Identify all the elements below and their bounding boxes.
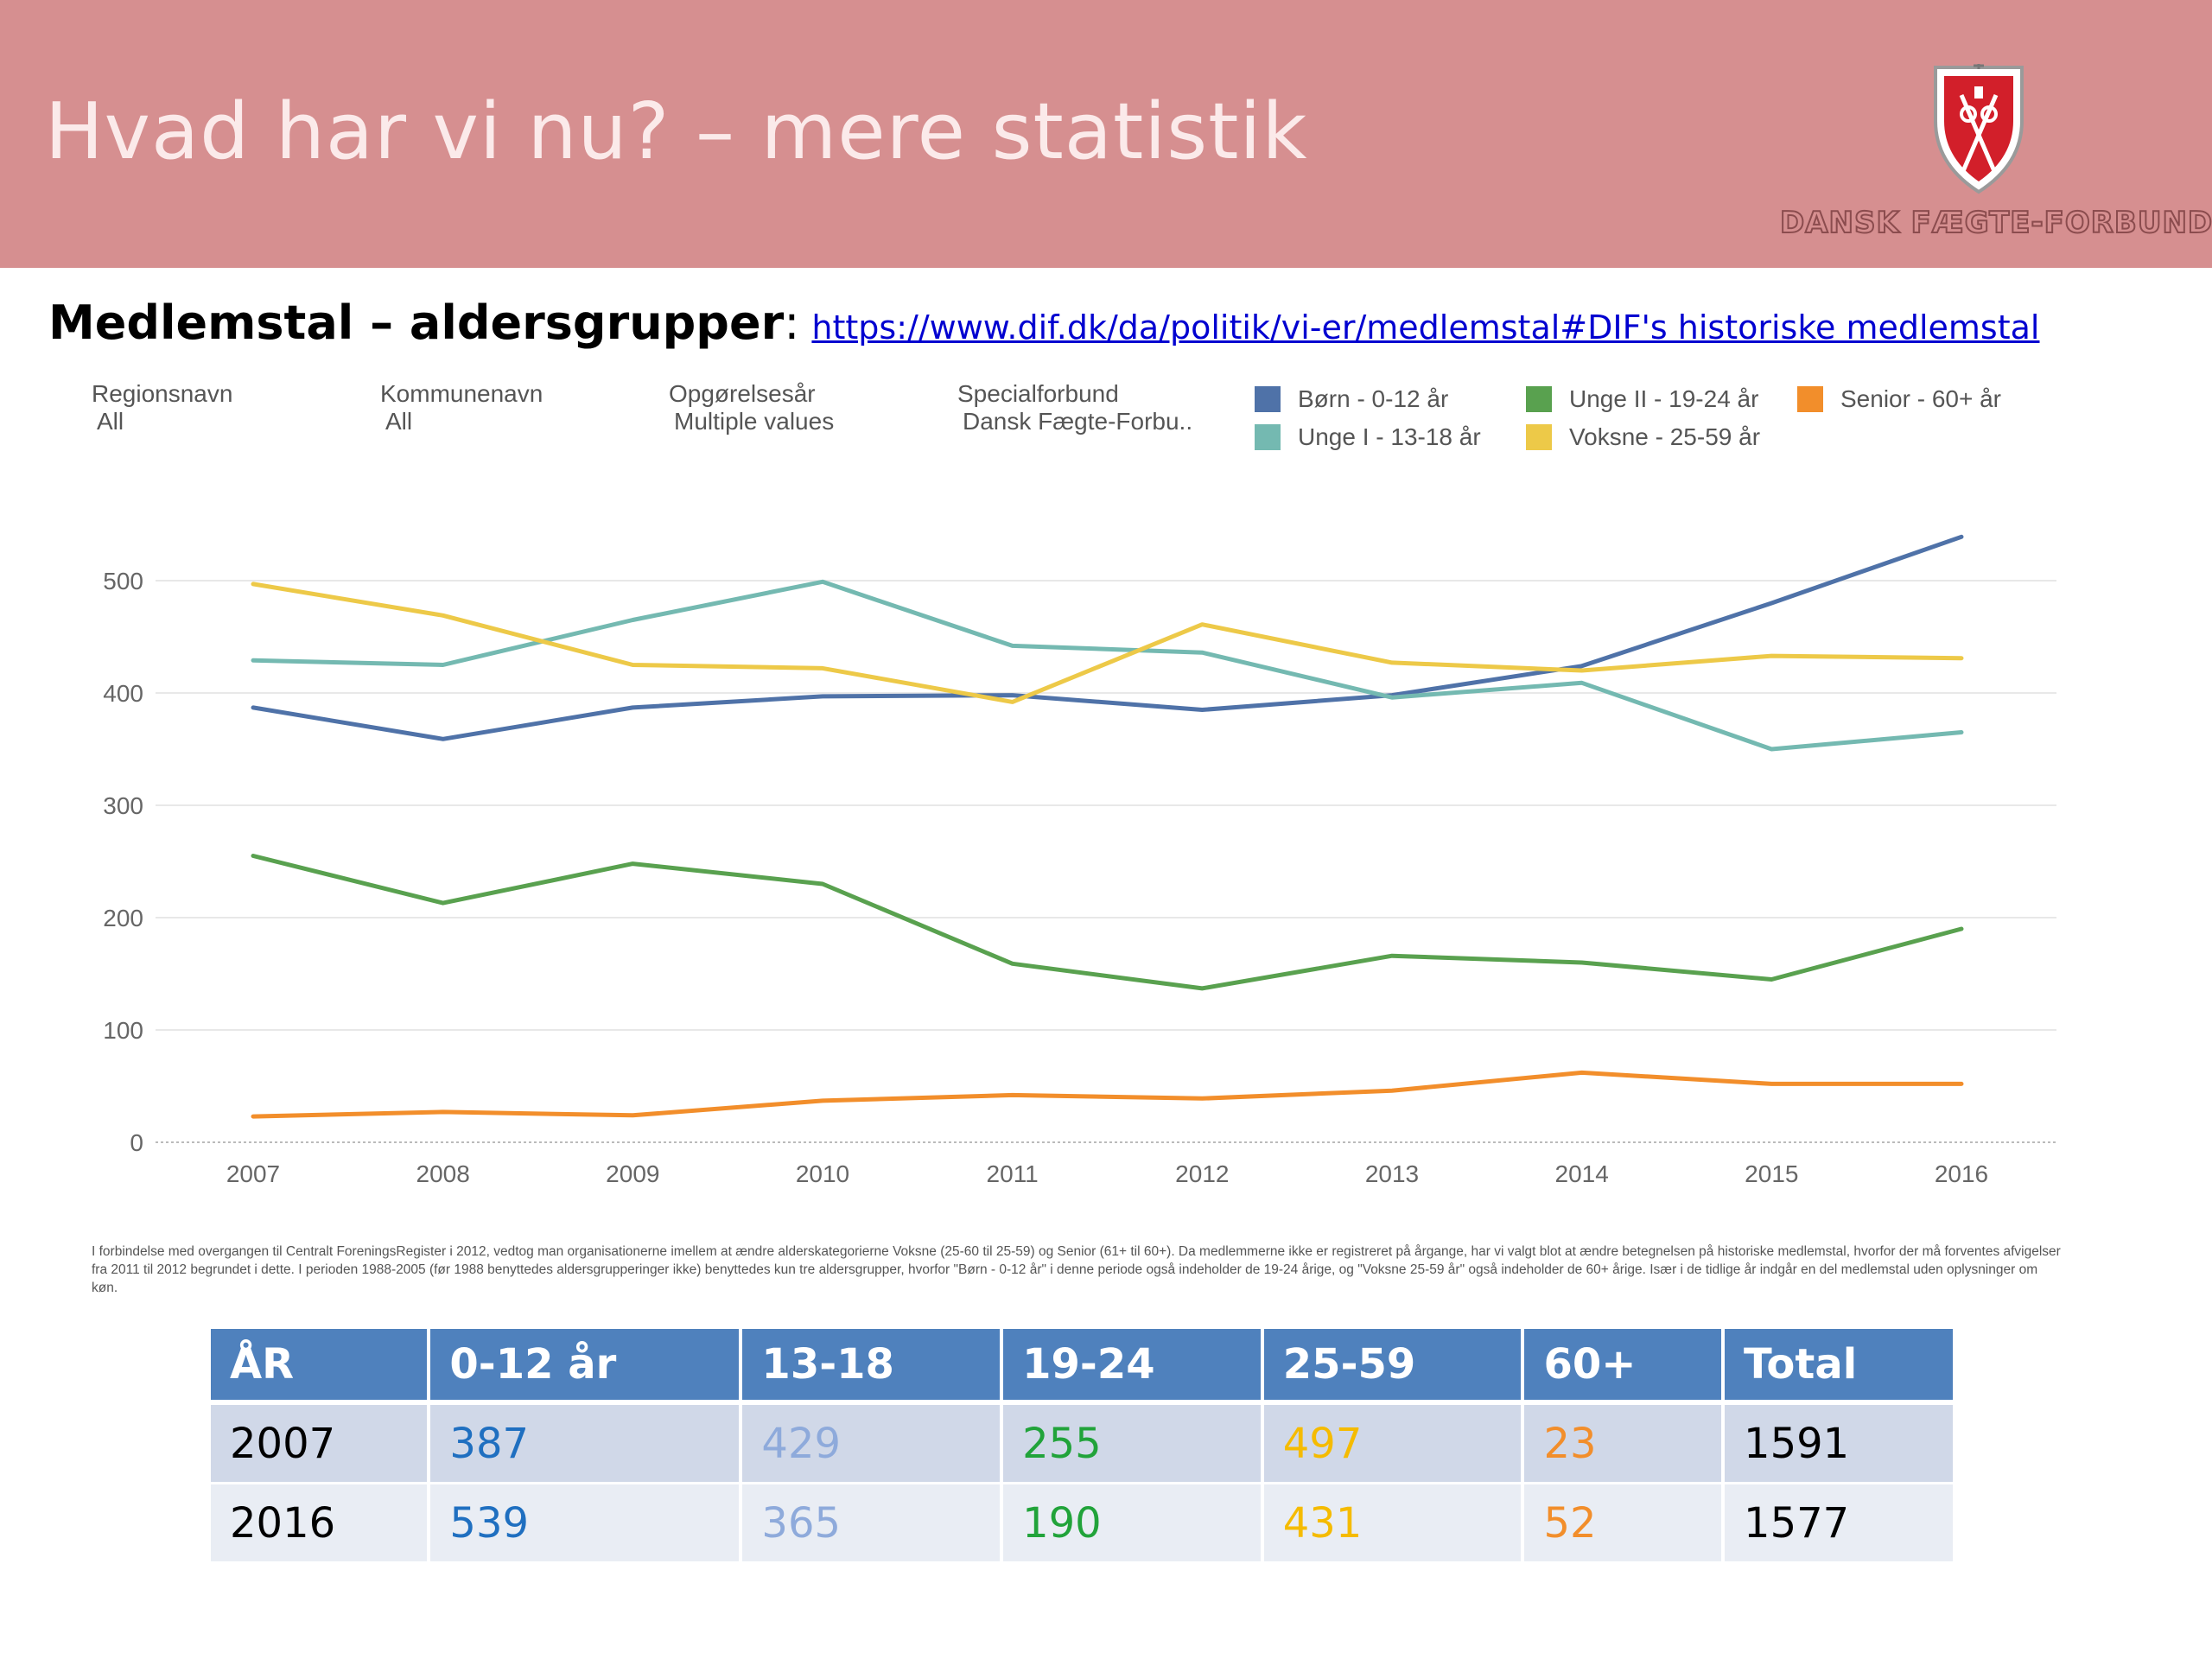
legend-label-senior: Senior - 60+ år	[1840, 385, 2001, 412]
table-header-cell: 19-24	[1003, 1329, 1261, 1405]
legend-swatch-voksne	[1526, 424, 1552, 450]
table-cell: 539	[430, 1484, 740, 1564]
table-cell: 190	[1003, 1484, 1261, 1564]
x-tick-label: 2010	[796, 1160, 849, 1187]
table-cell: 429	[742, 1405, 1001, 1484]
table-cell: 2016	[211, 1484, 428, 1564]
filter-region[interactable]: Regionsnavn All	[92, 380, 232, 435]
legend-label-born: Børn - 0-12 år	[1298, 385, 1449, 412]
table-row: 2016 539 365 190 431 52 1577	[211, 1484, 1953, 1564]
filter-region-value: All	[97, 408, 124, 435]
filter-kommune-label: Kommunenavn	[380, 380, 543, 407]
filter-year-value: Multiple values	[674, 408, 835, 435]
slide-title: Hvad har vi nu? – mere statistik	[45, 86, 1308, 177]
table-cell: 23	[1524, 1405, 1722, 1484]
legend-swatch-unge-ii	[1526, 386, 1552, 412]
table-header-cell: 13-18	[742, 1329, 1001, 1405]
fencing-shield-logo	[1934, 64, 2024, 194]
table-header-cell: 60+	[1524, 1329, 1722, 1405]
table-cell: 1591	[1725, 1405, 1953, 1484]
filter-region-label: Regionsnavn	[92, 380, 233, 407]
x-tick-label: 2012	[1175, 1160, 1229, 1187]
legend-label-voksne: Voksne - 25-59 år	[1569, 423, 1761, 450]
legend-item-senior[interactable]: Senior - 60+ år	[1797, 385, 2001, 413]
legend-swatch-senior	[1797, 386, 1823, 412]
x-tick-label: 2016	[1935, 1160, 1988, 1187]
series-line-senior	[251, 1070, 1964, 1119]
x-tick-label: 2008	[416, 1160, 470, 1187]
filter-forbund[interactable]: Specialforbund Dansk Fægte-Forbu..	[957, 380, 1192, 435]
slide-header: Hvad har vi nu? – mere statistik DANSK F…	[0, 0, 2212, 268]
x-tick-label: 2015	[1745, 1160, 1798, 1187]
legend-label-unge-i: Unge I - 13-18 år	[1298, 423, 1481, 450]
y-tick-label: 100	[103, 1017, 143, 1044]
x-tick-label: 2014	[1555, 1160, 1609, 1187]
filter-year[interactable]: Opgørelsesår Multiple values	[669, 380, 834, 435]
summary-table: ÅR 0-12 år 13-18 19-24 25-59 60+ Total 2…	[207, 1329, 1956, 1564]
y-tick-label: 300	[103, 792, 143, 819]
y-tick-label: 200	[103, 905, 143, 931]
table-cell: 1577	[1725, 1484, 1953, 1564]
filter-kommune-value: All	[385, 408, 413, 435]
table-header-cell: Total	[1725, 1329, 1953, 1405]
x-tick-label: 2007	[226, 1160, 280, 1187]
series-line-unge-i	[251, 579, 1964, 752]
legend-item-unge-i[interactable]: Unge I - 13-18 år	[1255, 423, 1481, 451]
table-cell: 2007	[211, 1405, 428, 1484]
logo-wordmark: DANSK FÆGTE-FORBUND	[1779, 205, 2212, 241]
x-tick-label: 2013	[1365, 1160, 1419, 1187]
line-chart: 0 100 200 300 400 500 2007 2008 2009 2010 2011 2012…	[103, 534, 2056, 1187]
table-cell: 255	[1003, 1405, 1261, 1484]
filter-forbund-label: Specialforbund	[957, 380, 1119, 407]
legend-label-unge-ii: Unge II - 19-24 år	[1569, 385, 1759, 412]
table-header-cell: ÅR	[211, 1329, 428, 1405]
x-tick-label: 2011	[987, 1160, 1039, 1187]
filter-kommune[interactable]: Kommunenavn All	[380, 380, 543, 435]
chart-footnote: I forbindelse med overgangen til Central…	[92, 1244, 2061, 1295]
table-row: 2007 387 429 255 497 23 1591	[211, 1405, 1953, 1484]
table-cell: 365	[742, 1484, 1001, 1564]
y-tick-label: 500	[103, 568, 143, 594]
filter-forbund-value: Dansk Fægte-Forbu..	[963, 408, 1193, 435]
series-line-born	[251, 534, 1964, 741]
table-cell: 52	[1524, 1484, 1722, 1564]
series-line-voksne	[251, 582, 1964, 704]
table-cell: 497	[1263, 1405, 1522, 1484]
legend-swatch-born	[1255, 386, 1281, 412]
y-tick-label: 0	[130, 1129, 143, 1156]
x-tick-label: 2009	[606, 1160, 659, 1187]
table-cell: 431	[1263, 1484, 1522, 1564]
table-cell: 387	[430, 1405, 740, 1484]
subheading-label: Medlemstal – aldersgrupper	[48, 296, 785, 350]
legend-item-voksne[interactable]: Voksne - 25-59 år	[1526, 423, 1760, 451]
subheading-colon: :	[784, 296, 800, 350]
series-line-unge-ii	[251, 854, 1964, 991]
table-header-cell: 25-59	[1263, 1329, 1522, 1405]
table-header-row: ÅR 0-12 år 13-18 19-24 25-59 60+ Total	[211, 1329, 1953, 1405]
legend-item-born[interactable]: Børn - 0-12 år	[1255, 385, 1448, 413]
table-header-cell: 0-12 år	[430, 1329, 740, 1405]
subheading: Medlemstal – aldersgrupper: https://www.d…	[48, 296, 2039, 350]
legend-item-unge-ii[interactable]: Unge II - 19-24 år	[1526, 385, 1758, 413]
filter-year-label: Opgørelsesår	[669, 380, 816, 407]
legend-swatch-unge-i	[1255, 424, 1281, 450]
y-tick-label: 400	[103, 680, 143, 707]
source-link[interactable]: https://www.dif.dk/da/politik/vi-er/medl…	[811, 308, 2040, 346]
